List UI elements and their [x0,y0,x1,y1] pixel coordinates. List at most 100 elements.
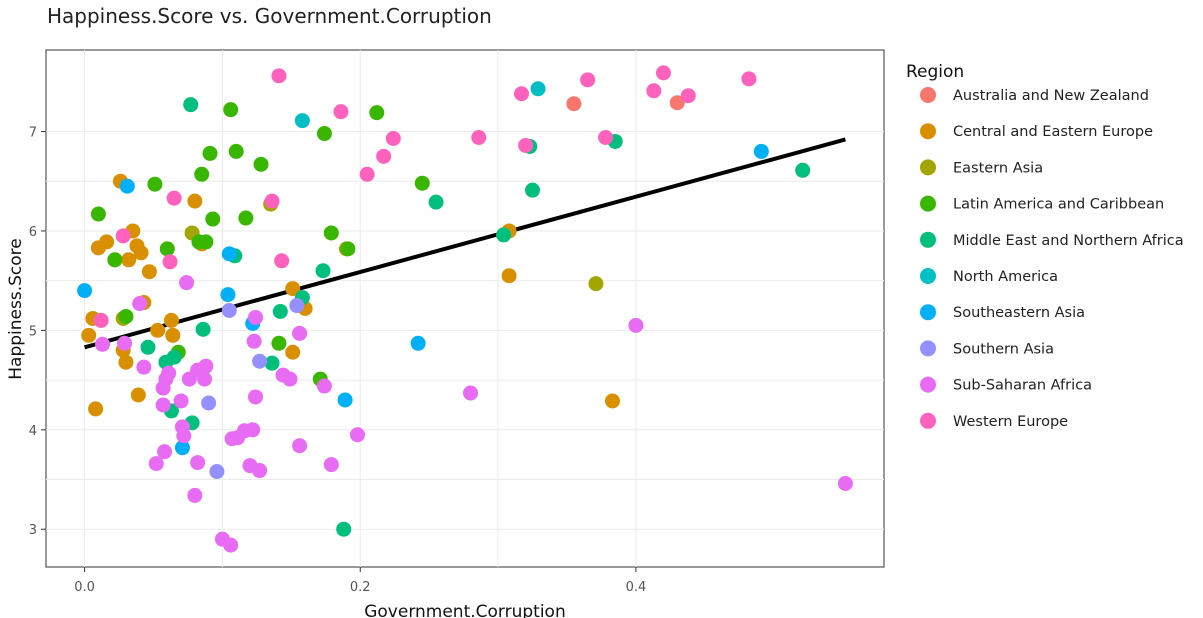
data-point [588,276,604,292]
x-tick-label: 0.0 [74,580,95,595]
legend-key [920,123,936,140]
data-point [166,190,182,206]
data-point [646,83,662,99]
data-point [525,182,541,198]
data-point [340,241,356,257]
x-tick-label: 0.4 [626,580,647,595]
legend-key [920,87,936,103]
data-point [183,97,199,113]
data-point [514,86,530,102]
data-point [496,227,512,243]
data-point [176,428,192,444]
data-point [157,444,173,460]
data-point [655,65,671,81]
data-point [248,309,263,325]
data-point [121,252,137,268]
data-point [141,264,157,280]
legend-key [920,304,936,321]
data-point [463,385,479,401]
data-point [119,178,135,194]
legend-label: Southeastern Asia [953,305,1085,321]
data-point [285,281,301,297]
data-point [292,438,308,454]
data-point [107,252,123,268]
data-point [209,464,225,480]
data-point [190,455,206,471]
data-point [428,194,444,210]
data-point [753,143,769,159]
data-point [336,521,352,537]
data-point [95,336,111,352]
data-point [201,395,217,411]
y-tick-label: 4 [29,424,37,439]
data-point [118,308,134,324]
data-point [837,475,853,491]
legend-key [920,340,936,357]
data-point [566,96,582,112]
legend-label: Latin America and Caribbean [953,197,1164,213]
data-point [264,193,280,209]
data-point [147,176,163,192]
data-point [195,321,211,337]
legend-key [920,268,936,284]
data-point [316,378,332,394]
y-tick-label: 6 [29,225,37,240]
legend-key [920,159,936,176]
data-point [289,298,305,314]
data-point [246,333,262,349]
data-point [115,228,131,244]
data-point [150,322,166,338]
data-point [252,353,268,369]
legend-label: Eastern Asia [953,160,1043,176]
data-point [90,206,106,222]
data-point [220,287,236,303]
data-point [669,95,685,111]
data-point [136,359,152,375]
data-point [252,463,268,479]
legend-key [920,231,936,248]
data-points [77,65,853,553]
x-tick-label: 0.2 [350,580,371,595]
data-point [518,137,534,153]
data-point [264,355,280,371]
data-point [148,456,164,472]
data-point [159,241,175,257]
data-point [174,440,190,456]
data-point [315,263,331,279]
data-point [238,210,254,226]
data-point [187,487,203,503]
data-point [349,427,365,443]
data-point [162,254,178,270]
data-point [580,72,596,88]
data-point [410,335,426,351]
data-point [248,389,263,405]
data-point [99,234,115,250]
data-point [140,339,156,355]
data-point [680,88,696,104]
trend-line-layer [84,137,846,350]
data-point [223,102,239,118]
legend-label: Australia and New Zealand [953,88,1149,104]
data-point [253,156,269,172]
legend-label: Middle East and Northern Africa [953,233,1184,249]
data-point [228,143,244,159]
data-point [223,537,239,553]
legend: Region Australia and New Zealand Central … [906,62,1184,430]
data-point [272,303,288,319]
data-point [471,129,487,145]
data-point [194,166,210,182]
y-tick-label: 3 [29,523,37,538]
data-point [530,81,546,97]
plot-panel [45,49,885,568]
data-point [187,193,203,209]
data-point [285,344,301,360]
data-point [741,71,757,87]
data-point [337,392,353,408]
legend-label: Western Europe [953,414,1068,430]
legend-key [920,376,936,393]
data-point [359,166,375,182]
data-point [245,422,261,438]
data-point [197,371,213,387]
data-point [155,397,171,413]
data-point [132,296,148,312]
